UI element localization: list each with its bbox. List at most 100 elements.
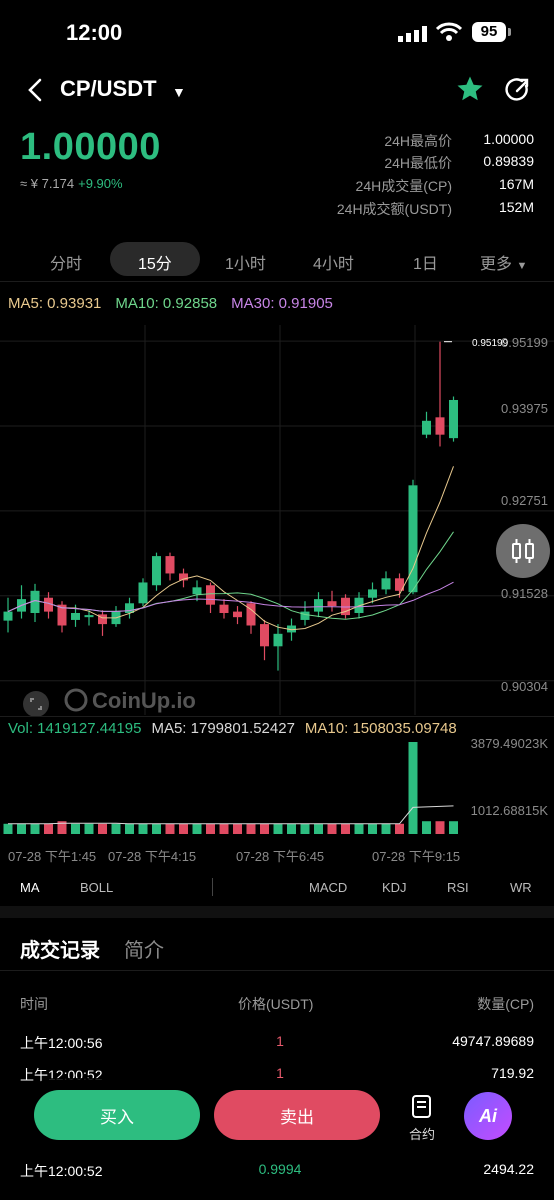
tab-1d[interactable]: 1日 — [413, 256, 438, 273]
candle-body — [233, 611, 242, 618]
tab-15m[interactable]: 15分 — [138, 256, 172, 273]
tab-timeline[interactable]: 分时 — [50, 256, 83, 273]
candle-body — [341, 597, 350, 616]
volume-bar — [206, 823, 215, 834]
x-tick: 07-28 下午1:45 — [8, 849, 97, 864]
trade-time: 上午12:00:56 — [20, 1035, 103, 1051]
vol-tick: 1012.68815K — [470, 803, 548, 818]
candle-body — [30, 590, 40, 613]
favorite-star-icon[interactable] — [455, 74, 485, 104]
divider — [0, 970, 554, 971]
volume-chart — [3, 742, 458, 834]
volume-bar — [233, 823, 242, 834]
candlestick-chart[interactable] — [0, 325, 554, 715]
candle-body — [287, 625, 296, 633]
y-tick: 0.91528 — [501, 586, 548, 601]
pair-title[interactable]: CP/USDT — [60, 76, 157, 101]
indicator-ma[interactable]: MA — [20, 880, 40, 895]
fiat-value: ≈ ¥ 7.174 — [20, 176, 75, 191]
volume-bar — [3, 823, 13, 834]
volume-bar — [314, 823, 323, 834]
chart-toggle-button[interactable] — [496, 524, 550, 578]
y-tick: 0.92751 — [501, 493, 548, 508]
tab-4h[interactable]: 4小时 — [313, 256, 354, 273]
tab-more[interactable]: 更多 ▼ — [480, 250, 527, 274]
trade-time: 上午12:00:52 — [20, 1163, 103, 1179]
candle-body — [408, 485, 418, 593]
candle-body — [192, 587, 202, 595]
battery-icon: 95 — [472, 22, 506, 42]
stat-value-low: 0.89839 — [483, 153, 534, 169]
trade-price: 0.9994 — [258, 1161, 302, 1177]
volume-bar — [219, 823, 229, 834]
candle-body — [44, 597, 53, 612]
divider — [0, 716, 554, 717]
tab-1h[interactable]: 1小时 — [225, 256, 266, 273]
trade-price: 1 — [276, 1065, 284, 1081]
volume-bar — [44, 823, 53, 834]
stat-value-volume: 167M — [498, 176, 534, 192]
tab-more-label: 更多 — [480, 256, 513, 273]
volume-bar — [422, 821, 431, 834]
stat-value-high: 1.00000 — [483, 131, 534, 147]
header-price: 价格(USDT) — [238, 996, 314, 1012]
indicator-wr[interactable]: WR — [510, 880, 532, 895]
ma30-value: MA30: 0.91905 — [231, 295, 333, 312]
coinup-logo-icon — [64, 688, 88, 712]
vol-ma10-value: MA10: 1508035.09748 — [304, 720, 457, 737]
candle-body — [165, 556, 175, 574]
trade-qty: 49747.89689 — [452, 1033, 534, 1049]
candle-body — [71, 613, 80, 620]
volume-bar — [368, 823, 377, 834]
vol-tick: 3879.49023K — [470, 736, 548, 751]
candle-body — [273, 633, 283, 647]
volume-bar — [449, 821, 458, 834]
candle-body — [179, 573, 188, 581]
candle-body — [422, 420, 431, 435]
indicator-kdj[interactable]: KDJ — [382, 880, 407, 895]
fiat-price: ≈ ¥ 7.174 +9.90% — [20, 176, 123, 191]
contract-icon[interactable] — [408, 1094, 436, 1120]
contract-label[interactable]: 合约 — [409, 1127, 436, 1142]
wifi-icon — [436, 22, 462, 41]
pair-dropdown-icon[interactable]: ▼ — [172, 84, 186, 100]
trade-price: 1 — [276, 1033, 284, 1049]
volume-bar — [435, 821, 445, 834]
back-arrow-icon[interactable] — [26, 78, 46, 102]
status-time: 12:00 — [66, 20, 123, 45]
candle-body — [219, 604, 229, 613]
x-tick: 07-28 下午9:15 — [372, 849, 461, 864]
indicator-boll[interactable]: BOLL — [80, 880, 114, 895]
expand-icon[interactable] — [22, 690, 50, 718]
stat-label-volume: 24H成交量(CP) — [355, 178, 452, 194]
ma10-value: MA10: 0.92858 — [115, 295, 218, 312]
indicator-macd[interactable]: MACD — [309, 880, 348, 895]
volume-bar — [327, 823, 337, 834]
sell-button[interactable]: 卖出 — [214, 1090, 380, 1140]
candle-body — [138, 582, 148, 604]
share-icon[interactable] — [504, 76, 532, 104]
ai-assistant-button[interactable]: Ai — [464, 1092, 512, 1140]
volume-ma-line — [8, 805, 454, 825]
volume-bar — [111, 823, 121, 834]
volume-bar — [17, 823, 26, 834]
stat-value-turnover: 152M — [498, 199, 534, 215]
indicator-separator — [212, 878, 213, 896]
candle-body — [368, 589, 377, 598]
trade-qty: 719.92 — [491, 1065, 534, 1081]
candle-body — [84, 615, 94, 618]
candle-body — [354, 597, 364, 613]
peak-price-label: 0.95199 — [472, 338, 509, 349]
price-change: +9.90% — [78, 176, 123, 191]
header-time: 时间 — [20, 996, 48, 1012]
candle-body — [98, 614, 107, 625]
tab-intro[interactable]: 简介 — [124, 940, 164, 962]
volume-bar — [30, 823, 40, 834]
tab-trade-records[interactable]: 成交记录 — [20, 940, 100, 962]
battery-tip — [508, 28, 511, 36]
trade-qty: 2494.22 — [483, 1161, 534, 1177]
indicator-rsi[interactable]: RSI — [447, 880, 469, 895]
buy-button[interactable]: 买入 — [34, 1090, 200, 1140]
candle-body — [260, 624, 269, 647]
volume-bar — [98, 823, 107, 834]
